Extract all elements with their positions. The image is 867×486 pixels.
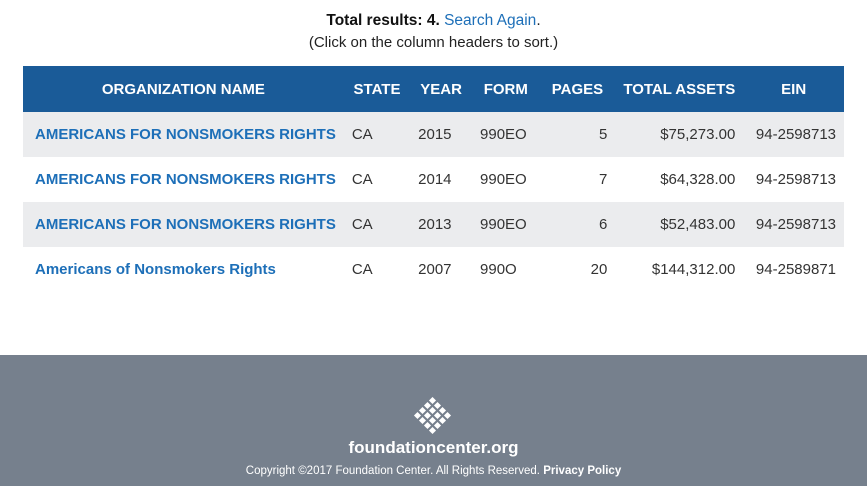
organization-link[interactable]: AMERICANS FOR NONSMOKERS RIGHTS	[35, 171, 336, 188]
header-pages[interactable]: PAGES	[539, 66, 616, 112]
organization-link[interactable]: Americans of Nonsmokers Rights	[35, 261, 276, 278]
state-cell: CA	[343, 202, 411, 247]
total-assets-cell: $75,273.00	[615, 112, 744, 157]
summary-period: .	[536, 12, 541, 29]
pages-cell: 6	[539, 202, 616, 247]
header-state[interactable]: STATE	[343, 66, 411, 112]
ein-cell: 94-2589871	[755, 261, 836, 278]
copyright-text: Copyright ©2017 Foundation Center. All R…	[245, 465, 541, 477]
table-row: AMERICANS FOR NONSMOKERS RIGHTS CA 2013 …	[23, 202, 844, 247]
results-table: ORGANIZATION NAME STATE YEAR FORM PAGES …	[23, 66, 844, 292]
table-row: Americans of Nonsmokers Rights CA 2007 9…	[23, 247, 844, 292]
state-cell: CA	[351, 171, 373, 188]
form-cell: 990EO	[480, 171, 527, 188]
total-assets-cell: $64,328.00	[660, 171, 736, 188]
year-cell: 2014	[418, 171, 452, 188]
table-header-row: ORGANIZATION NAME STATE YEAR FORM PAGES …	[23, 66, 844, 112]
ein-cell: 94-2598713	[743, 112, 844, 157]
pages-cell: 7	[598, 171, 608, 188]
search-again-link[interactable]: Search Again	[444, 12, 537, 29]
form-cell: 990O	[480, 261, 517, 278]
header-ein[interactable]: EIN	[743, 66, 844, 112]
header-form[interactable]: FORM	[472, 66, 540, 112]
table-row: AMERICANS FOR NONSMOKERS RIGHTS CA 2014 …	[23, 157, 844, 202]
diamond-dots-logo-icon[interactable]	[412, 397, 454, 439]
year-cell: 2015	[410, 112, 473, 157]
header-year[interactable]: YEAR	[410, 66, 473, 112]
results-summary: Total results: 4. Search Again. (Click o…	[0, 10, 867, 54]
pages-cell: 5	[539, 112, 616, 157]
site-name: foundationcenter.org	[348, 438, 519, 457]
form-cell: 990EO	[472, 112, 540, 157]
year-cell: 2007	[418, 261, 452, 278]
privacy-policy-link[interactable]: Privacy Policy	[543, 465, 622, 477]
year-cell: 2013	[410, 202, 473, 247]
total-assets-cell: $52,483.00	[615, 202, 744, 247]
header-total-assets[interactable]: TOTAL ASSETS	[615, 66, 744, 112]
state-cell: CA	[351, 261, 373, 278]
ein-cell: 94-2598713	[743, 202, 844, 247]
state-cell: CA	[343, 112, 411, 157]
table-row: AMERICANS FOR NONSMOKERS RIGHTS CA 2015 …	[23, 112, 844, 157]
form-cell: 990EO	[472, 202, 540, 247]
sort-hint: (Click on the column headers to sort.)	[308, 34, 559, 51]
header-organization-name[interactable]: ORGANIZATION NAME	[23, 66, 344, 112]
ein-cell: 94-2598713	[755, 171, 836, 188]
copyright-line: Copyright ©2017 Foundation Center. All R…	[0, 465, 867, 477]
site-footer: foundationcenter.org Copyright ©2017 Fou…	[0, 355, 867, 486]
total-assets-cell: $144,312.00	[651, 261, 736, 278]
organization-link[interactable]: AMERICANS FOR NONSMOKERS RIGHTS	[35, 216, 336, 233]
organization-link[interactable]: AMERICANS FOR NONSMOKERS RIGHTS	[35, 126, 336, 143]
pages-cell: 20	[590, 261, 608, 278]
total-results-label: Total results: 4.	[326, 12, 440, 29]
